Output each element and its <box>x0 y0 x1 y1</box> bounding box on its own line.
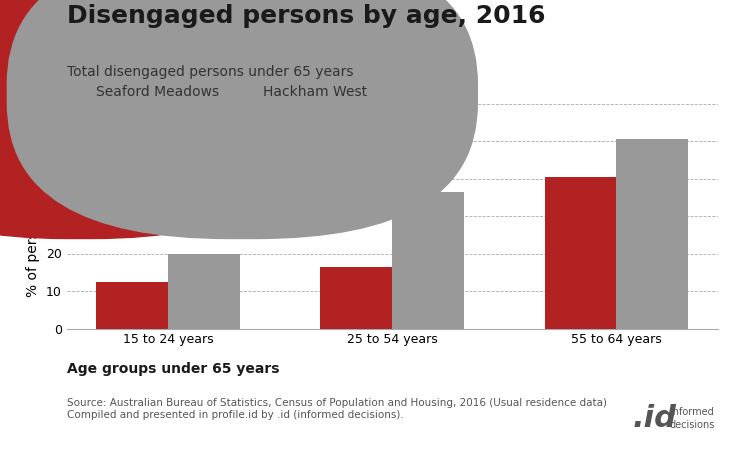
Bar <box>168 253 240 328</box>
Text: decisions: decisions <box>670 420 715 430</box>
Y-axis label: % of persons aged 15+: % of persons aged 15+ <box>26 135 40 297</box>
Text: .id: .id <box>633 404 676 433</box>
Text: Seaford Meadows: Seaford Meadows <box>96 85 219 99</box>
Text: Disengaged persons by age, 2016: Disengaged persons by age, 2016 <box>67 4 545 28</box>
Bar <box>616 139 688 328</box>
Text: Total disengaged persons under 65 years: Total disengaged persons under 65 years <box>67 65 353 79</box>
Text: Source: Australian Bureau of Statistics, Census of Population and Housing, 2016 : Source: Australian Bureau of Statistics,… <box>67 398 607 420</box>
Bar <box>545 176 616 328</box>
Bar <box>320 266 392 328</box>
Bar <box>392 192 464 328</box>
Text: Hackham West: Hackham West <box>263 85 367 99</box>
Bar <box>96 282 168 328</box>
Text: Age groups under 65 years: Age groups under 65 years <box>67 362 279 376</box>
Text: informed: informed <box>670 407 713 417</box>
